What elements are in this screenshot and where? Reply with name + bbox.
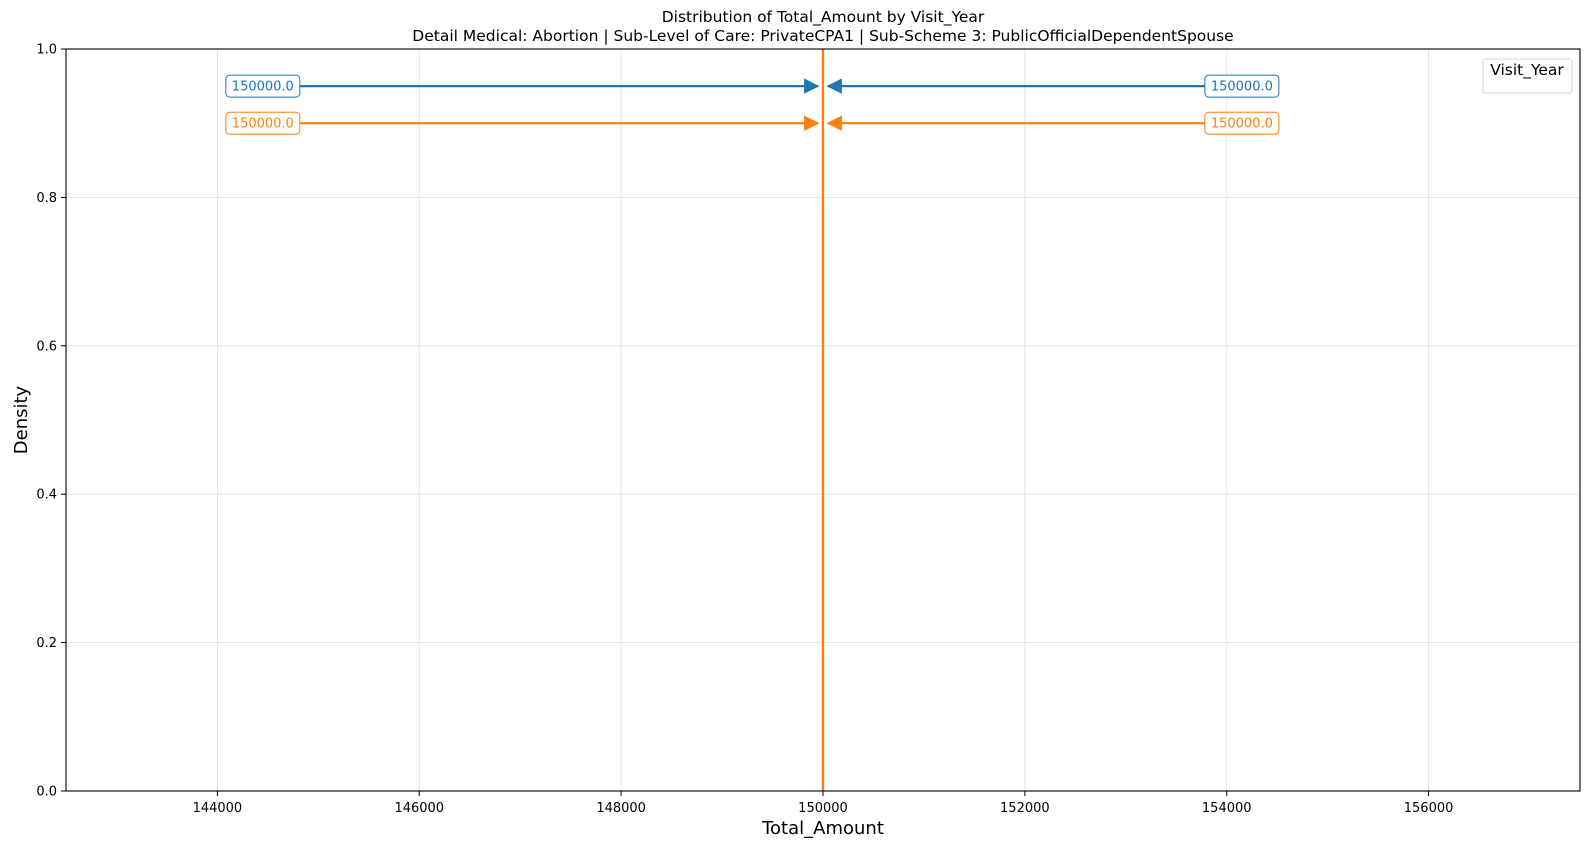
x-tick-label: 148000 [596, 801, 646, 816]
annotation-label: 150000.0 [232, 117, 294, 132]
x-axis-ticks: 144000 146000 148000 150000 152000 154000 1560… [193, 791, 1454, 816]
x-tick-label: 154000 [1202, 801, 1252, 816]
y-tick-label: 0.0 [36, 785, 57, 800]
annotation-label: 150000.0 [1211, 117, 1273, 132]
annotation-box [1204, 111, 1280, 135]
y-tick-label: 0.8 [36, 191, 57, 206]
plot-area-frame [65, 48, 1581, 792]
y-axis-label: Density [11, 385, 32, 454]
legend-title: Visit_Year [1490, 61, 1564, 80]
annotation-box [1204, 74, 1280, 98]
x-tick-label: 152000 [1000, 801, 1050, 816]
x-axis-label: Total_Amount [761, 818, 884, 839]
annotation-label: 150000.0 [232, 80, 294, 95]
chart-subtitle: Detail Medical: Abortion | Sub-Level of … [412, 27, 1233, 45]
y-tick-label: 0.2 [36, 636, 57, 651]
annotation-box [225, 111, 301, 135]
y-tick-label: 1.0 [36, 43, 57, 58]
chart-title: Distribution of Total_Amount by Visit_Ye… [662, 8, 985, 27]
x-tick-label: 144000 [193, 801, 243, 816]
legend: Visit_Year [1482, 58, 1573, 94]
y-axis-ticks: 0.0 0.2 0.4 0.6 0.8 1.0 [36, 43, 66, 800]
annotation-label: 150000.0 [1211, 80, 1273, 95]
y-tick-label: 0.6 [36, 339, 57, 354]
x-tick-label: 156000 [1404, 801, 1454, 816]
legend-box [1482, 58, 1573, 94]
x-tick-label: 150000 [798, 801, 848, 816]
x-tick-label: 146000 [394, 801, 444, 816]
y-tick-label: 0.4 [36, 488, 57, 503]
annotations: 150000.0 150000.0 150000.0 150000.0 [225, 74, 1280, 135]
annotation-box [225, 74, 301, 98]
